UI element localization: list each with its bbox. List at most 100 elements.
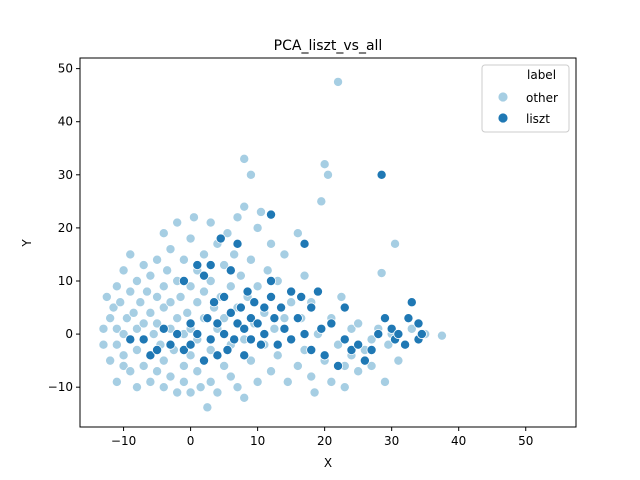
point-other: [376, 268, 387, 279]
point-other: [198, 286, 209, 297]
point-other: [165, 297, 176, 308]
point-other: [111, 323, 122, 334]
point-liszt: [259, 302, 270, 313]
y-tick-label: 10: [58, 274, 73, 288]
point-liszt: [373, 329, 384, 340]
x-tick-label: −10: [111, 434, 136, 448]
point-other: [245, 355, 256, 366]
point-liszt: [242, 286, 253, 297]
point-liszt: [232, 318, 243, 329]
point-other: [393, 355, 404, 366]
point-other: [269, 323, 280, 334]
x-tick-label: 40: [451, 434, 466, 448]
legend-label-other: other: [526, 91, 558, 105]
point-liszt: [299, 238, 310, 249]
point-other: [322, 169, 333, 180]
point-liszt: [406, 297, 417, 308]
point-liszt: [346, 345, 357, 356]
point-other: [279, 313, 290, 324]
point-other: [192, 366, 203, 377]
point-liszt: [229, 334, 240, 345]
point-liszt: [269, 313, 280, 324]
point-liszt: [125, 334, 136, 345]
point-other: [148, 329, 159, 340]
point-other: [383, 339, 394, 350]
point-liszt: [219, 291, 230, 302]
point-other: [262, 265, 273, 276]
point-liszt: [366, 345, 377, 356]
point-liszt: [266, 275, 277, 286]
point-liszt: [215, 233, 226, 244]
point-liszt: [279, 323, 290, 334]
legend: label other liszt: [481, 64, 570, 133]
point-other: [252, 222, 263, 233]
point-other: [185, 233, 196, 244]
point-liszt: [252, 318, 263, 329]
ticks-layer: −10 0 10 20 30 40 50 −10 0 10 20 30 40 50: [48, 62, 534, 448]
point-liszt: [306, 345, 317, 356]
point-liszt: [319, 350, 330, 361]
point-other: [436, 330, 447, 341]
point-other: [366, 334, 377, 345]
point-other: [266, 238, 277, 249]
point-other: [219, 260, 230, 271]
point-liszt: [266, 209, 277, 220]
point-other: [286, 297, 297, 308]
point-other: [118, 265, 129, 276]
point-other: [145, 376, 156, 387]
point-liszt: [376, 169, 387, 180]
point-liszt: [235, 302, 246, 313]
point-other: [272, 350, 283, 361]
point-other: [118, 360, 129, 371]
point-liszt: [416, 329, 427, 340]
point-liszt: [296, 291, 307, 302]
point-liszt: [225, 265, 236, 276]
point-other: [390, 238, 401, 249]
x-tick-label: 0: [187, 434, 195, 448]
legend-marker-other: [497, 91, 509, 103]
point-other: [225, 281, 236, 292]
points-layer: [98, 76, 447, 413]
point-liszt: [212, 318, 223, 329]
legend-marker-liszt: [497, 112, 509, 124]
point-liszt: [255, 339, 266, 350]
point-liszt: [359, 355, 370, 366]
point-other: [219, 313, 230, 324]
x-tick-label: 30: [384, 434, 399, 448]
point-other: [98, 339, 109, 350]
point-other: [346, 323, 357, 334]
point-other: [306, 371, 317, 382]
point-other: [158, 382, 169, 393]
point-other: [162, 265, 173, 276]
point-other: [205, 345, 216, 356]
y-tick-label: 50: [58, 62, 73, 76]
point-liszt: [286, 286, 297, 297]
point-other: [202, 402, 213, 413]
point-liszt: [413, 318, 424, 329]
point-liszt: [165, 339, 176, 350]
point-other: [111, 281, 122, 292]
x-axis-label: X: [324, 456, 332, 470]
point-other: [165, 371, 176, 382]
point-other: [379, 376, 390, 387]
x-tick-label: 20: [317, 434, 332, 448]
point-other: [205, 376, 216, 387]
point-other: [195, 382, 206, 393]
point-other: [118, 350, 129, 361]
point-other: [198, 249, 209, 260]
point-other: [205, 217, 216, 228]
point-other: [292, 360, 303, 371]
point-liszt: [386, 323, 397, 334]
point-liszt: [185, 339, 196, 350]
point-liszt: [192, 260, 203, 271]
point-liszt: [286, 334, 297, 345]
point-other: [128, 307, 139, 318]
x-tick-label: 50: [518, 434, 533, 448]
point-liszt: [400, 339, 411, 350]
point-other: [252, 376, 263, 387]
point-other: [336, 291, 347, 302]
point-liszt: [339, 302, 350, 313]
point-other: [131, 345, 142, 356]
